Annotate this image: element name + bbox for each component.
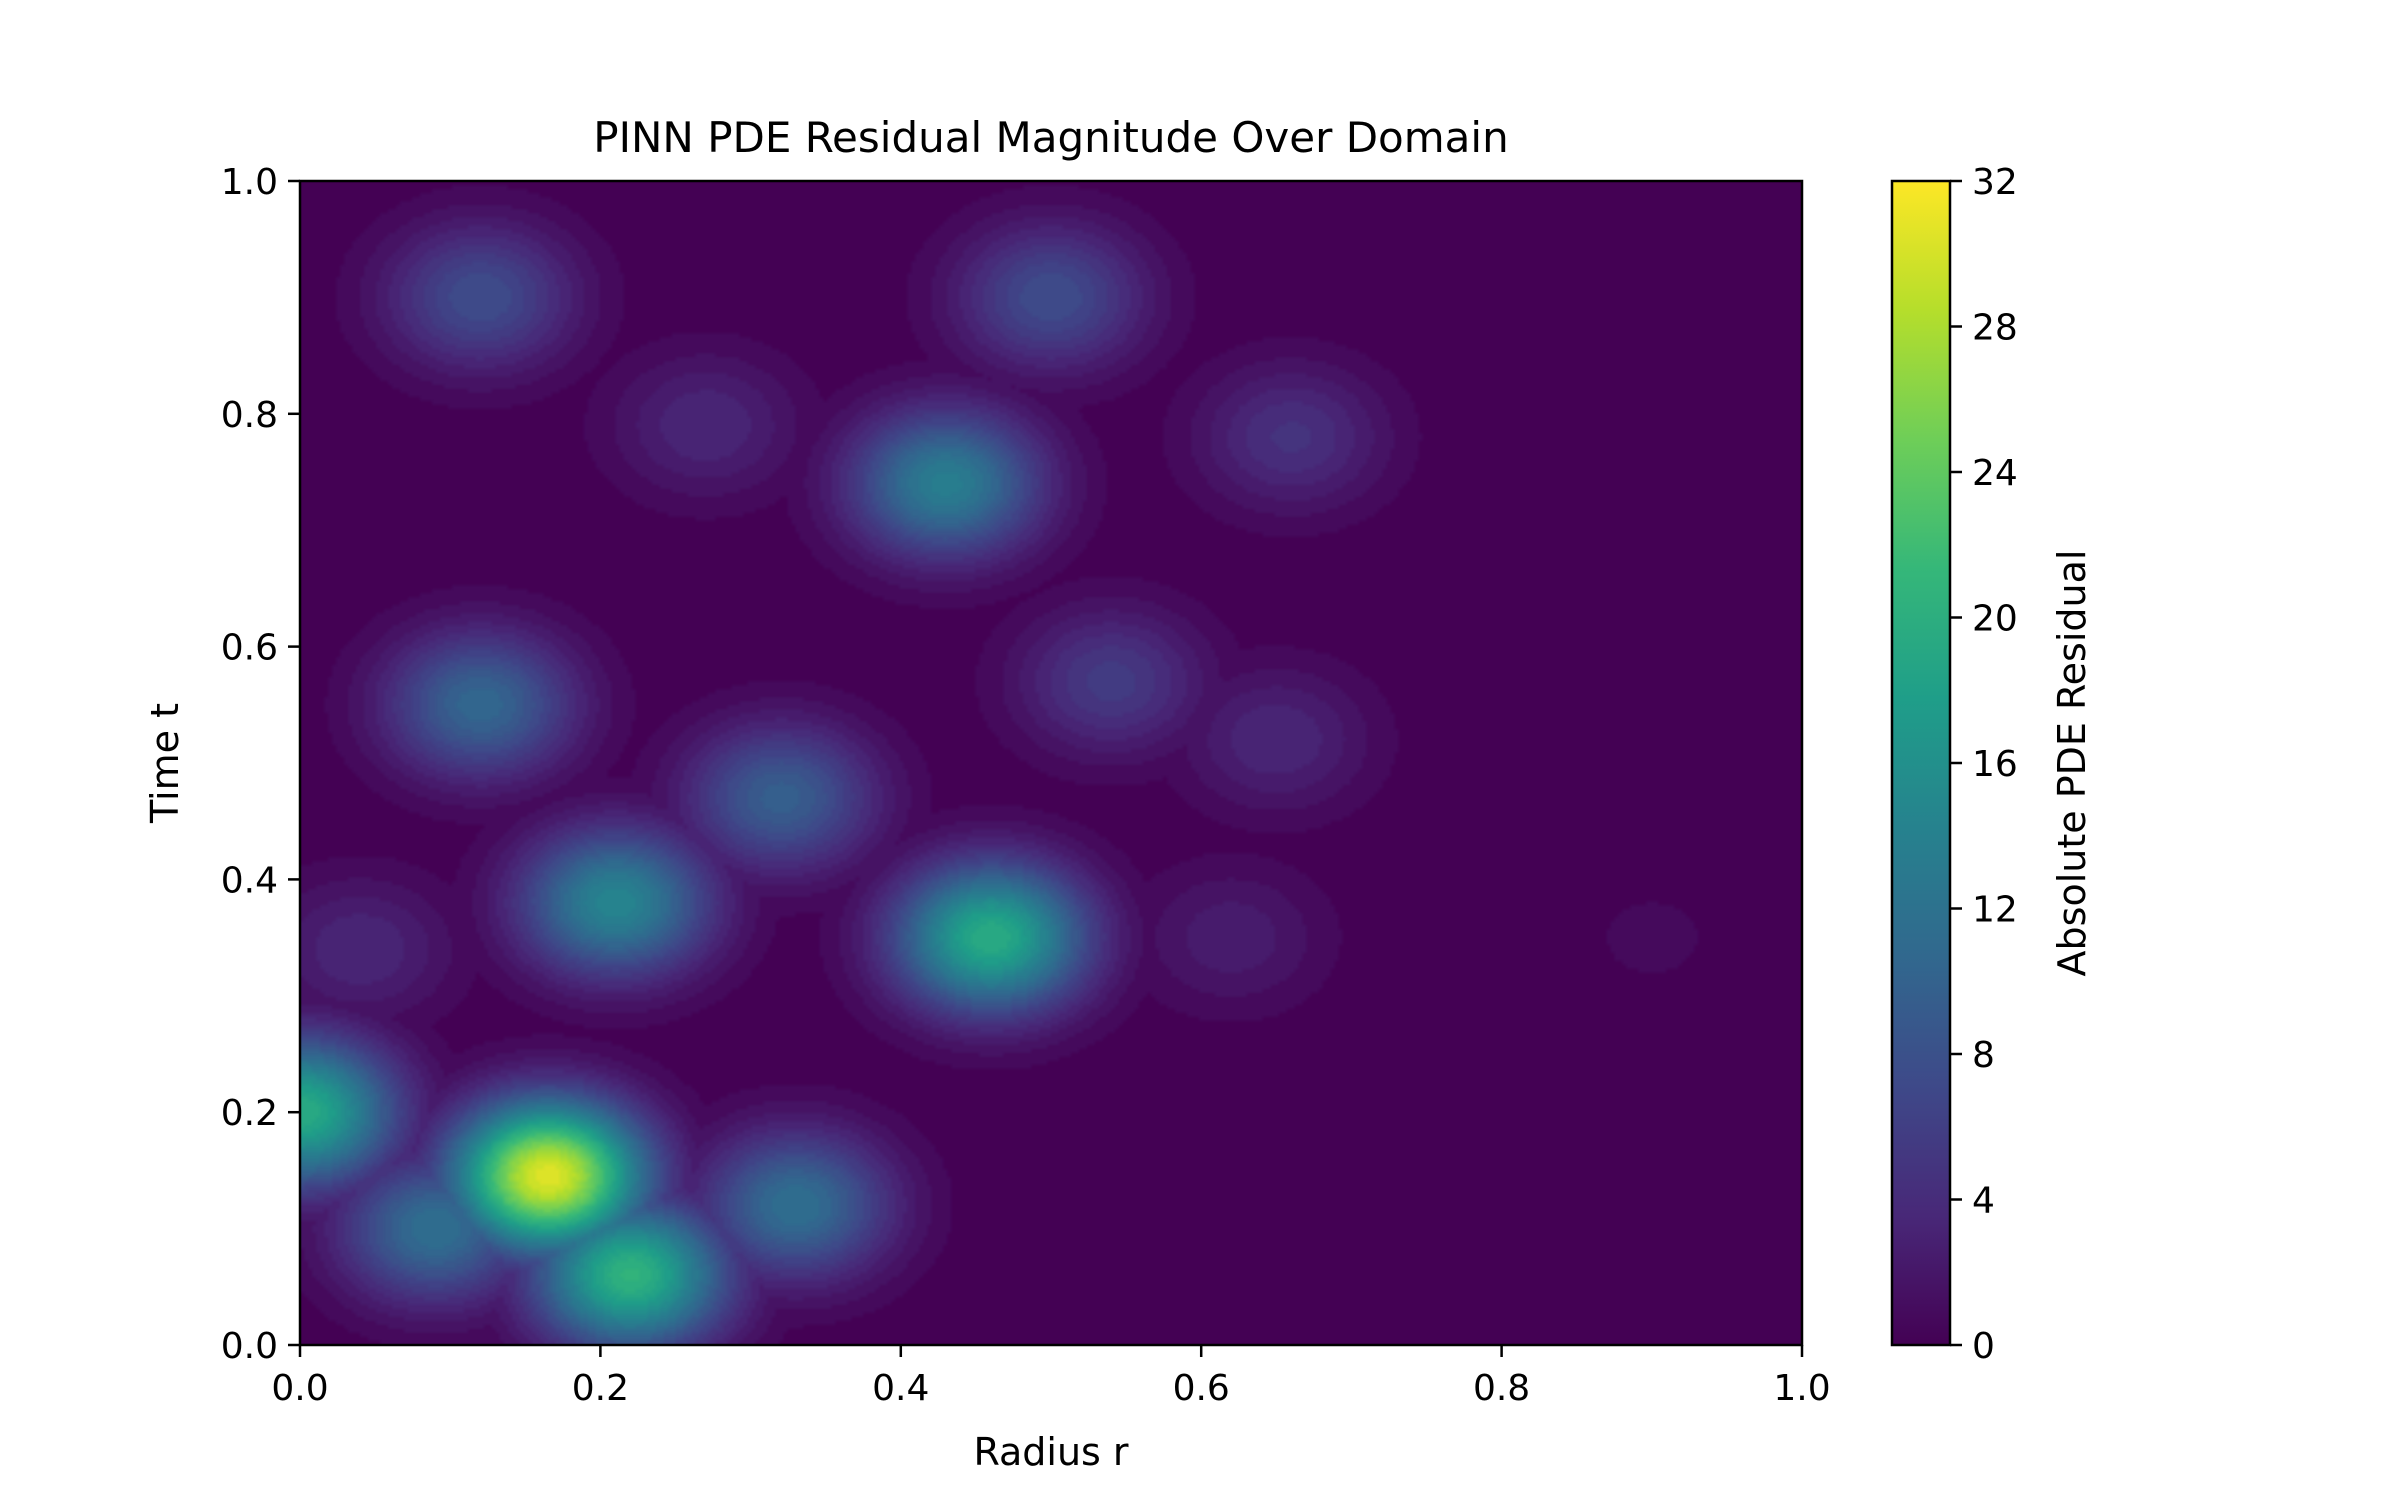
x-tick-label: 1.0 bbox=[1773, 1368, 1830, 1409]
colorbar-ticks: 0 4 8 12 16 20 24 28 32 bbox=[1950, 162, 2018, 1367]
y-tick-label: 0.6 bbox=[221, 628, 278, 669]
colorbar-tick-label: 0 bbox=[1972, 1326, 1995, 1367]
x-axis: 0.0 0.2 0.4 0.6 0.8 1.0 bbox=[271, 1345, 1831, 1409]
y-tick-label: 0.2 bbox=[221, 1093, 278, 1134]
y-tick-label: 1.0 bbox=[221, 162, 278, 203]
x-tick-label: 0.8 bbox=[1473, 1368, 1530, 1409]
colorbar-label: Absolute PDE Residual bbox=[2050, 550, 2094, 977]
colorbar-gradient bbox=[1892, 181, 1950, 1345]
y-tick-label: 0.0 bbox=[221, 1326, 278, 1367]
x-tick-label: 0.0 bbox=[271, 1368, 328, 1409]
plot-area bbox=[298, 179, 1804, 1347]
y-tick-label: 0.8 bbox=[221, 395, 278, 436]
colorbar-tick-label: 20 bbox=[1972, 599, 2018, 640]
x-tick-label: 0.2 bbox=[572, 1368, 629, 1409]
colorbar-tick-label: 4 bbox=[1972, 1181, 1995, 1222]
colorbar: 0 4 8 12 16 20 24 28 32 Absolute PDE Residual bbox=[1890, 162, 2094, 1367]
x-axis-label: Radius r bbox=[973, 1430, 1128, 1474]
residual-heatmap bbox=[300, 181, 1802, 1345]
colorbar-tick-label: 8 bbox=[1972, 1035, 1995, 1076]
chart-title: PINN PDE Residual Magnitude Over Domain bbox=[593, 113, 1508, 162]
y-axis-label: Time t bbox=[143, 703, 187, 824]
colorbar-tick-label: 12 bbox=[1972, 890, 2018, 931]
colorbar-tick-label: 24 bbox=[1972, 453, 2018, 494]
plot-frame bbox=[298, 179, 1804, 1347]
colorbar-tick-label: 28 bbox=[1972, 308, 2018, 349]
colorbar-tick-label: 32 bbox=[1972, 162, 2018, 203]
x-tick-label: 0.6 bbox=[1173, 1368, 1230, 1409]
y-axis: 0.0 0.2 0.4 0.6 0.8 1.0 bbox=[221, 162, 300, 1367]
colorbar-tick-label: 16 bbox=[1972, 744, 2018, 785]
x-tick-label: 0.4 bbox=[872, 1368, 929, 1409]
y-tick-label: 0.4 bbox=[221, 860, 278, 901]
